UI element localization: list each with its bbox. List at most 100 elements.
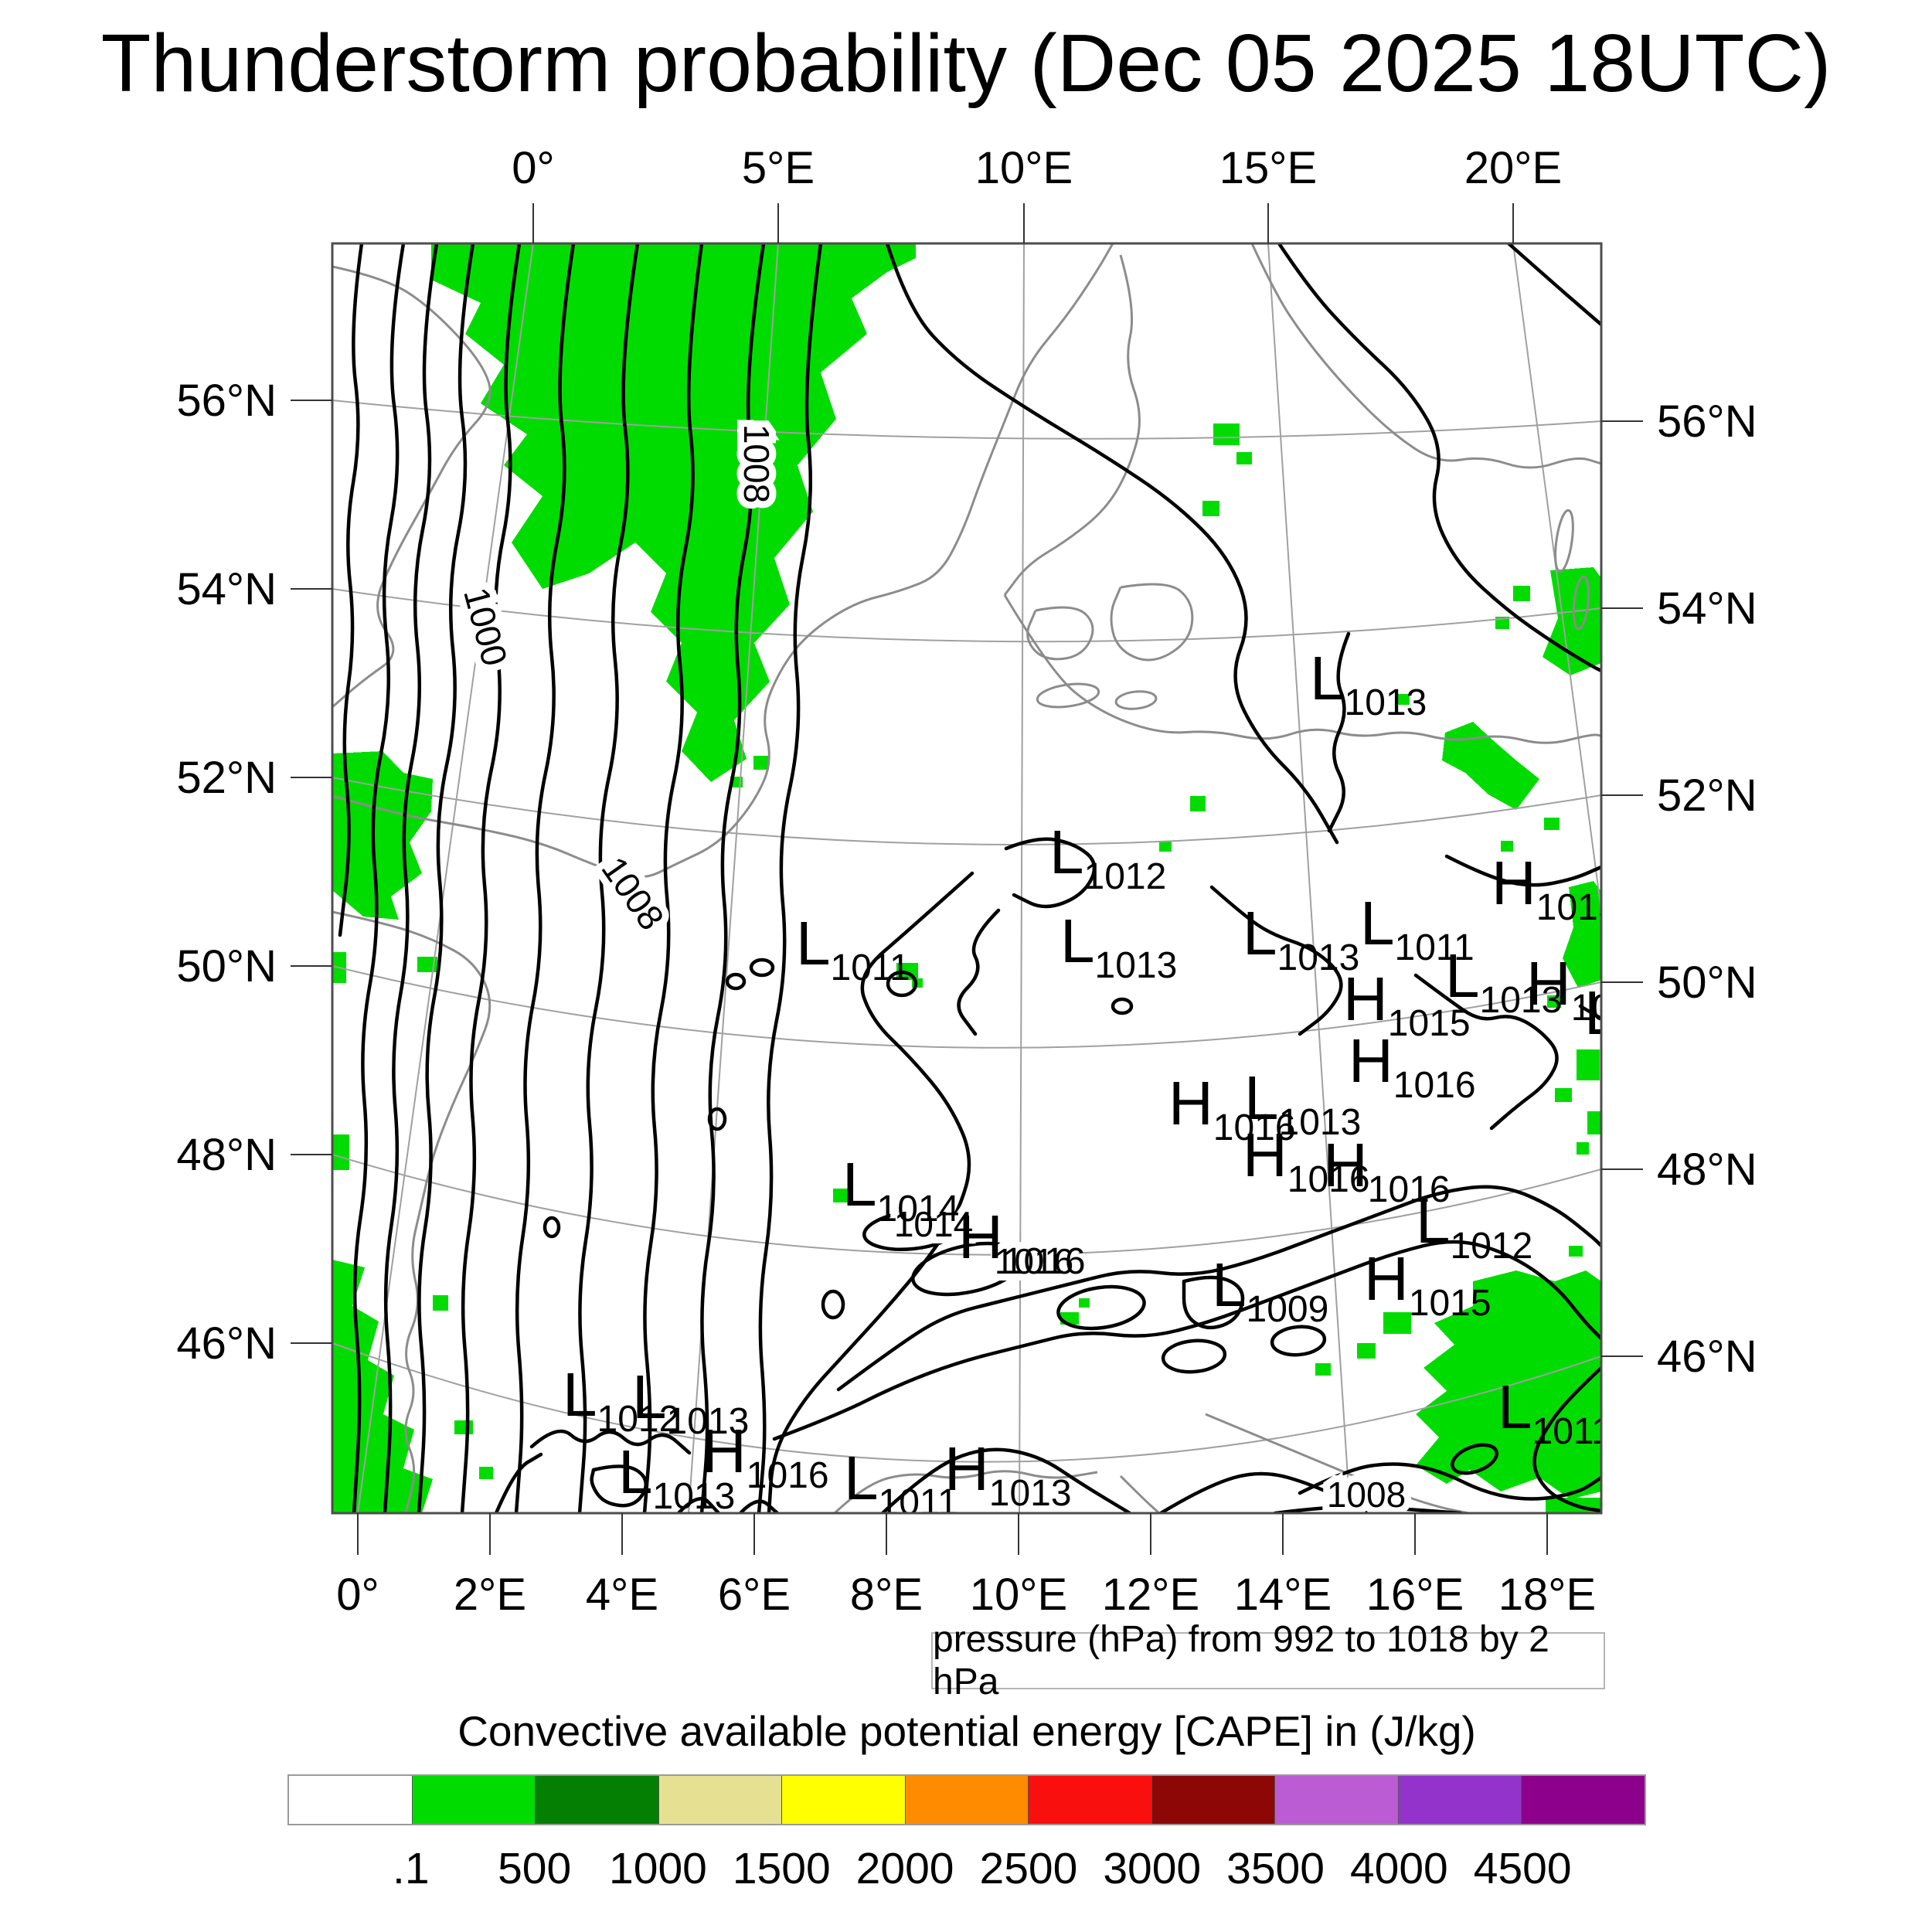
pressure-contour <box>1327 631 1351 833</box>
pressure-center-l: L1013 <box>1243 899 1359 978</box>
cape-speck <box>1357 1343 1376 1359</box>
pressure-center-value: 1013 <box>1279 1102 1362 1143</box>
axis-label-bottom: 0° <box>336 1570 379 1620</box>
colorbar-segment <box>411 1776 536 1824</box>
cape-area <box>431 243 916 782</box>
pressure-center-value: 1012 <box>1451 1226 1533 1267</box>
parallel-gridline <box>332 777 1601 845</box>
axis-label-bottom: 16°E <box>1366 1570 1464 1620</box>
coastline <box>1003 594 1601 744</box>
axis-label-top: 0° <box>512 143 554 193</box>
pressure-center-value: 1014 <box>877 1189 960 1230</box>
pressure-contour <box>1277 243 1601 673</box>
axis-label-top: 20°E <box>1464 143 1562 193</box>
cape-legend-title: Convective available potential energy [C… <box>457 1707 1476 1755</box>
axis-label-left: 50°N <box>176 941 277 992</box>
colorbar-segment <box>535 1776 658 1824</box>
colorbar-segment <box>1151 1776 1275 1824</box>
cape-area <box>1543 567 1601 675</box>
axis-label-right: 56°N <box>1657 396 1757 447</box>
pressure-contour <box>338 243 364 937</box>
contour-value-label: 1014 <box>894 1204 973 1244</box>
pressure-contour-loop <box>543 1216 561 1239</box>
pressure-contour-loop <box>821 1289 845 1320</box>
pressure-contour <box>590 1464 648 1508</box>
pressure-contour <box>836 1185 1601 1392</box>
cape-speck <box>753 756 769 770</box>
pressure-contour <box>1578 1004 1601 1021</box>
colorbar-tick-label: 2500 <box>979 1844 1078 1893</box>
cape-area <box>1563 881 1601 988</box>
pressure-center-value: 1013 <box>989 1473 1072 1514</box>
pressure-note-box: pressure (hPa) from 992 to 1018 by 2 hPa <box>931 1619 1605 1702</box>
pressure-contour-loop <box>1111 997 1134 1015</box>
pressure-center-l: L1013 <box>1060 906 1177 986</box>
cape-speck <box>1569 1246 1583 1257</box>
pressure-contour <box>1444 854 1601 887</box>
coastline <box>1119 1475 1161 1513</box>
pressure-contour <box>757 243 823 1513</box>
coastline <box>1205 1413 1469 1513</box>
coastline-island <box>1114 690 1158 710</box>
coastline <box>332 265 492 709</box>
axis-label-bottom: 8°E <box>850 1570 923 1620</box>
axis-label-right: 50°N <box>1657 957 1757 1008</box>
pressure-center-value: 1016 <box>747 1455 829 1496</box>
axis-label-right: 48°N <box>1657 1145 1757 1195</box>
pressure-contour-loop <box>749 957 775 978</box>
meridian-gridline <box>1019 243 1025 1513</box>
colorbar-tick-label: 3500 <box>1226 1844 1325 1893</box>
pressure-center-value: 1013 <box>1277 937 1360 978</box>
pressure-center-value: 1016 <box>1287 1159 1370 1200</box>
cape-speck <box>1587 1111 1601 1134</box>
pressure-contour-loop <box>1056 1284 1146 1331</box>
cape-speck <box>1577 1049 1600 1080</box>
coastline <box>1026 606 1094 661</box>
cape-speck <box>1547 995 1561 1008</box>
pressure-contour <box>767 871 975 1513</box>
pressure-contour <box>383 243 439 1513</box>
contour-value-label: 1008 <box>1327 1475 1406 1515</box>
axis-label-left: 52°N <box>176 753 277 803</box>
pressure-center-value: 1012 <box>1084 856 1167 897</box>
pressure-center-value: 1016 <box>1393 1065 1476 1106</box>
coastline <box>1110 583 1194 662</box>
pressure-contour-loop <box>1161 1338 1227 1374</box>
pressure-center-l: L1012 <box>1416 1187 1532 1267</box>
pressure-contour <box>738 1499 780 1513</box>
colorbar-segment <box>289 1776 412 1824</box>
cape-speck <box>1079 1298 1090 1308</box>
pressure-contour <box>1273 1505 1463 1513</box>
coastline <box>332 910 492 1513</box>
cape-speck <box>1213 423 1240 445</box>
cape-speck <box>1397 694 1410 705</box>
pressure-center-value: 1015 <box>1388 1003 1471 1044</box>
axis-label-left: 46°N <box>176 1318 277 1369</box>
pressure-center-value: 1011 <box>1532 1411 1612 1452</box>
axis-label-bottom: 10°E <box>970 1570 1067 1620</box>
axis-label-right: 54°N <box>1657 583 1757 634</box>
pressure-center-value: 1011 <box>1395 927 1475 968</box>
pressure-contour <box>885 243 1339 845</box>
pressure-center-value: 1015 <box>1571 988 1654 1029</box>
pressure-contour-loop <box>862 1209 961 1251</box>
cape-speck <box>1190 796 1206 811</box>
coastline-island <box>1572 575 1590 631</box>
pressure-center-value: 1013 <box>667 1401 750 1442</box>
axis-label-bottom: 18°E <box>1498 1570 1596 1620</box>
cape-area <box>1442 722 1539 810</box>
colorbar-tick-label: 4500 <box>1473 1844 1572 1893</box>
pressure-center-value: 1016 <box>1213 1107 1296 1148</box>
contour-value-label: 1008 <box>736 424 777 503</box>
pressure-center-value: 1012 <box>597 1399 680 1440</box>
pressure-center-value: 1016 <box>1368 1169 1451 1210</box>
cape-speck <box>1577 1142 1589 1155</box>
parallel-gridline <box>332 1342 1601 1463</box>
pressure-contour <box>699 243 766 1513</box>
coastline <box>1003 254 1141 596</box>
axis-label-bottom: 4°E <box>586 1570 658 1620</box>
cape-speck <box>1315 1363 1331 1376</box>
colorbar-tick-label: 2000 <box>855 1844 954 1893</box>
pressure-contour <box>460 243 522 1513</box>
